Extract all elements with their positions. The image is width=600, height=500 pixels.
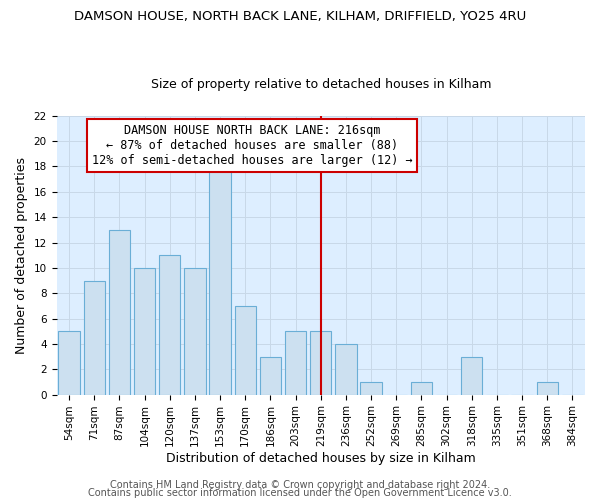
Bar bbox=[361, 382, 382, 394]
Bar bbox=[411, 382, 432, 394]
Bar bbox=[159, 255, 181, 394]
Text: DAMSON HOUSE NORTH BACK LANE: 216sqm
← 87% of detached houses are smaller (88)
1: DAMSON HOUSE NORTH BACK LANE: 216sqm ← 8… bbox=[92, 124, 412, 167]
Bar bbox=[285, 331, 306, 394]
Bar bbox=[184, 268, 206, 394]
Bar bbox=[83, 280, 105, 394]
Bar bbox=[209, 166, 231, 394]
Title: Size of property relative to detached houses in Kilham: Size of property relative to detached ho… bbox=[151, 78, 491, 91]
X-axis label: Distribution of detached houses by size in Kilham: Distribution of detached houses by size … bbox=[166, 452, 476, 465]
Bar bbox=[335, 344, 356, 395]
Bar bbox=[235, 306, 256, 394]
Bar bbox=[310, 331, 331, 394]
Y-axis label: Number of detached properties: Number of detached properties bbox=[15, 156, 28, 354]
Bar bbox=[536, 382, 558, 394]
Bar bbox=[134, 268, 155, 394]
Text: DAMSON HOUSE, NORTH BACK LANE, KILHAM, DRIFFIELD, YO25 4RU: DAMSON HOUSE, NORTH BACK LANE, KILHAM, D… bbox=[74, 10, 526, 23]
Bar bbox=[260, 356, 281, 395]
Text: Contains public sector information licensed under the Open Government Licence v3: Contains public sector information licen… bbox=[88, 488, 512, 498]
Bar bbox=[58, 331, 80, 394]
Text: Contains HM Land Registry data © Crown copyright and database right 2024.: Contains HM Land Registry data © Crown c… bbox=[110, 480, 490, 490]
Bar bbox=[461, 356, 482, 395]
Bar bbox=[109, 230, 130, 394]
